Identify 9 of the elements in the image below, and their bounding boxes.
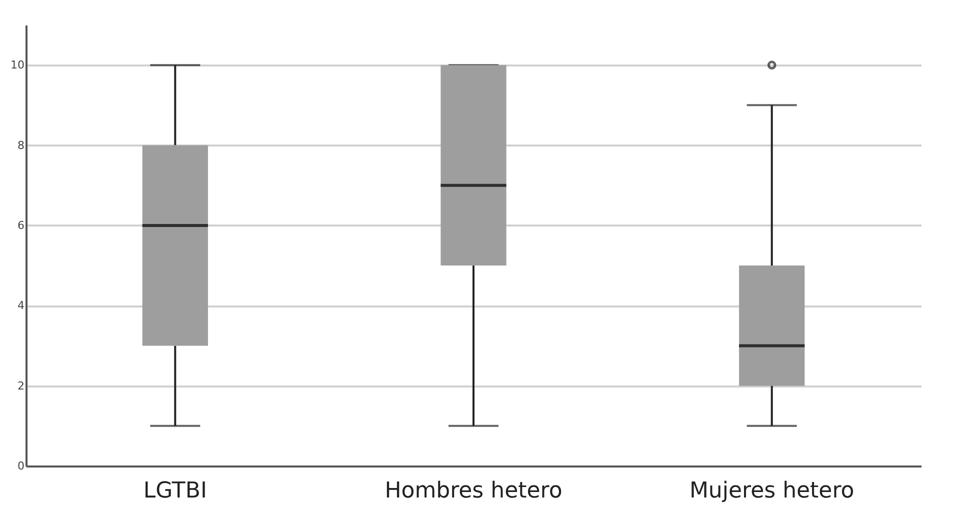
y-tick-label: 4 — [18, 299, 24, 312]
x-tick-label: LGTBI — [143, 478, 207, 504]
x-tick-label: Hombres hetero — [384, 478, 562, 504]
y-tick-label: 8 — [18, 138, 24, 152]
y-tick-label: 2 — [18, 379, 24, 392]
y-tick-label: 0 — [18, 460, 24, 472]
y-tick-label: 6 — [18, 218, 24, 232]
y-tick-label: 10 — [10, 58, 24, 72]
x-tick-label: Mujeres hetero — [689, 478, 854, 504]
